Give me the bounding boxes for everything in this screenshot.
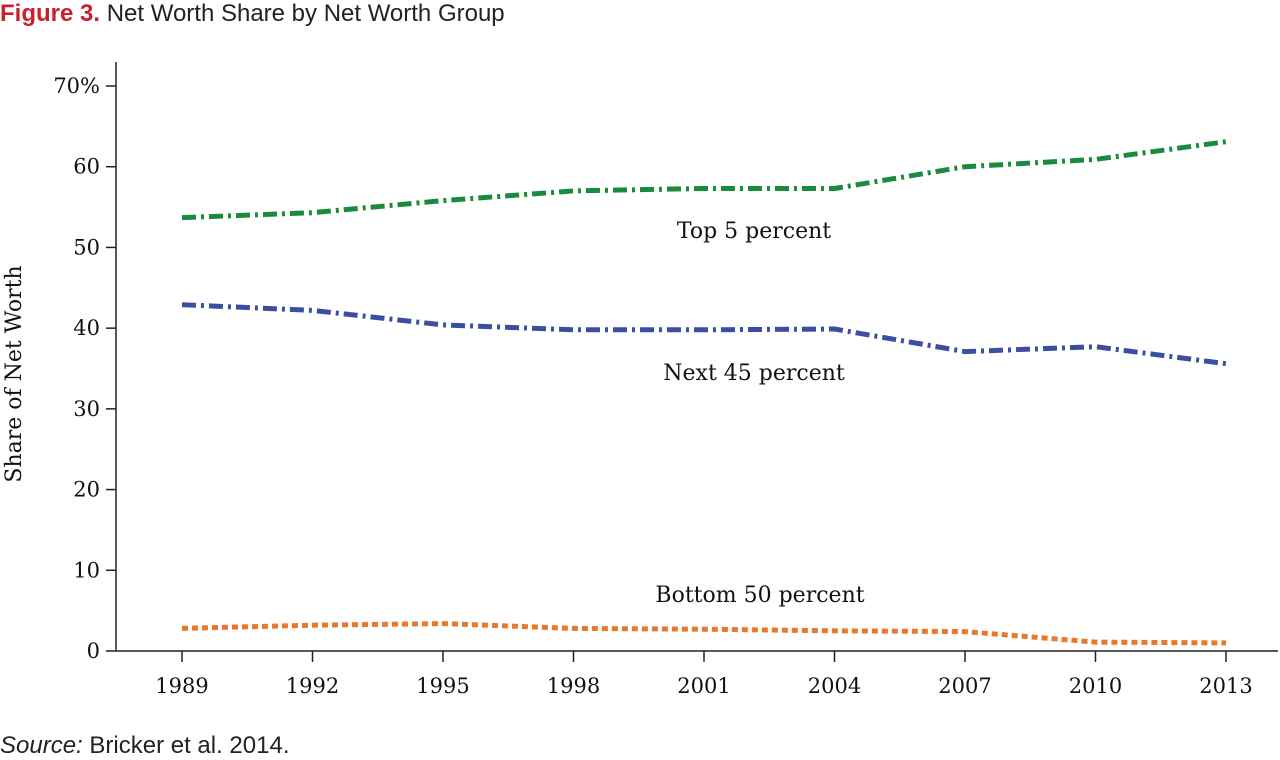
x-tick-label: 2001 (677, 674, 730, 698)
y-axis-label: Share of Net Worth (2, 265, 27, 482)
figure-number: Figure 3. (0, 0, 101, 27)
y-tick-label: 20 (73, 478, 100, 502)
source-label: Source: (0, 732, 83, 759)
y-tick-label: 60 (73, 155, 100, 179)
x-tick-label: 1989 (155, 674, 208, 698)
x-tick-label: 1992 (286, 674, 339, 698)
y-tick-label: 30 (73, 397, 100, 421)
x-tick-label: 1998 (547, 674, 600, 698)
y-tick-label: 40 (73, 316, 100, 340)
x-tick-label: 2010 (1069, 674, 1122, 698)
y-tick-label: 70% (53, 74, 100, 98)
x-tick-label: 2004 (808, 674, 861, 698)
series-line-next-45-percent (181, 302, 1227, 367)
figure-title-text: Net Worth Share by Net Worth Group (106, 0, 505, 27)
y-tick-label: 50 (73, 235, 100, 259)
figure-title: Figure 3. Net Worth Share by Net Worth G… (0, 0, 505, 28)
x-tick-label: 2007 (938, 674, 991, 698)
y-tick-label: 0 (87, 639, 100, 663)
series-label-top-5-percent: Top 5 percent (677, 219, 831, 244)
series-line-top-5-percent (181, 139, 1227, 221)
y-tick-label: 10 (73, 558, 100, 582)
x-tick-label: 2013 (1199, 674, 1252, 698)
series-label-next-45-percent: Next 45 percent (663, 361, 845, 386)
chart-plot-area: Top 5 percent Next 45 percent Bottom 50 pe… (181, 139, 1227, 646)
series-label-bottom-50-percent: Bottom 50 percent (655, 583, 864, 608)
source-note: Source: Bricker et al. 2014. (0, 732, 290, 760)
chart-axes: 0 10 20 30 40 50 60 70% 1989 1992 1995 1998 2001 2004… (53, 62, 1278, 698)
series-line-bottom-50-percent (181, 621, 1227, 646)
line-chart: 0 10 20 30 40 50 60 70% 1989 1992 1995 1998 2001 2004… (2, 62, 1278, 698)
source-text: Bricker et al. 2014. (89, 732, 290, 759)
x-tick-label: 1995 (416, 674, 469, 698)
